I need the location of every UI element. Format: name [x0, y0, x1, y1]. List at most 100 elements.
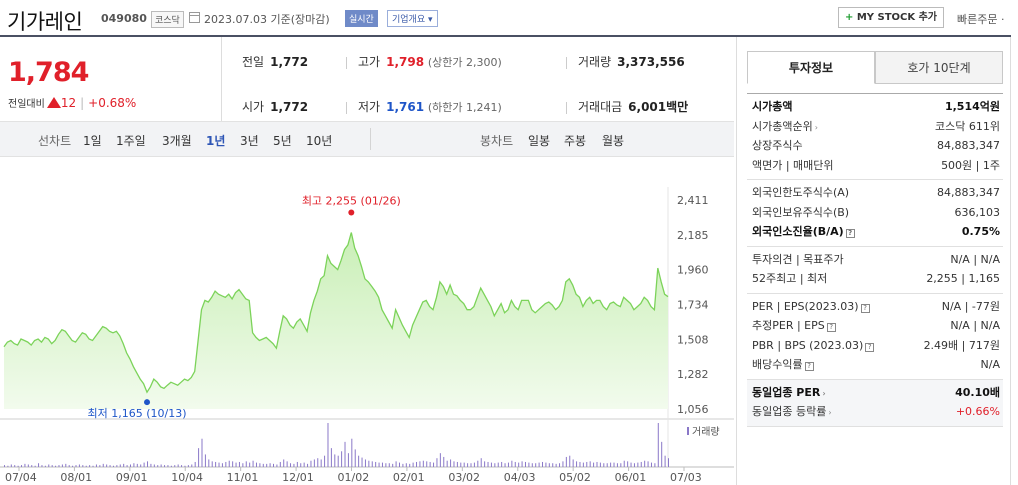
info-value: N/A: [980, 358, 1000, 371]
volume-bar: [504, 463, 506, 467]
volume-bar: [109, 465, 111, 467]
volume-bar: [116, 465, 118, 467]
volume-bar: [433, 462, 435, 467]
volume-bar: [198, 448, 200, 467]
info-key: 외국인보유주식수(B): [752, 205, 850, 219]
arrow-icon: ›: [814, 122, 818, 132]
x-tick-label: 04/03: [504, 471, 536, 484]
volume-bar: [317, 458, 319, 467]
volume-bar: [112, 465, 114, 467]
tab-orderbook-10[interactable]: 호가 10단계: [875, 51, 1003, 84]
volume-bar: [640, 461, 642, 467]
volume-bar: [484, 461, 486, 467]
info-key[interactable]: 동일업종 PER ›: [752, 385, 826, 399]
info-group: PER | EPS(2023.03)? N/A | -77원 추정PER | EPS…: [747, 294, 1003, 380]
volume-bar: [208, 459, 210, 467]
header-divider: [0, 35, 1011, 37]
volume-bar: [147, 461, 149, 467]
volume-bar: [55, 465, 57, 467]
volume-bar: [545, 462, 547, 467]
volume-bar: [518, 462, 520, 467]
volume-bar: [276, 464, 278, 467]
x-tick-label: 06/01: [615, 471, 647, 484]
info-key: 투자의견 | 목표주가: [752, 252, 844, 266]
volume-bar: [528, 462, 530, 467]
volume-bar: [644, 460, 646, 467]
x-tick-label: 07/03: [670, 471, 702, 484]
candle-2[interactable]: 월봉: [602, 134, 625, 148]
low-price: 저가 1,761 (하한가 1,241): [358, 100, 502, 114]
period-5[interactable]: 5년: [273, 134, 292, 148]
info-key[interactable]: 동일업종 등락률 ›: [752, 405, 832, 418]
volume-bar: [463, 462, 465, 467]
volume-bar: [436, 458, 438, 467]
info-key: 외국인소진율(B/A)?: [752, 222, 855, 242]
x-tick-label: 08/01: [60, 471, 92, 484]
volume-bar: [409, 463, 411, 467]
volume-bar: [174, 465, 176, 467]
help-icon[interactable]: ?: [845, 229, 855, 238]
quick-order-link[interactable]: 빠른주문 ·: [957, 13, 1005, 26]
volume-bar: [7, 465, 9, 467]
period-0[interactable]: 1일: [83, 134, 102, 148]
info-value: +0.66%: [955, 405, 1000, 418]
volume-bar: [262, 463, 264, 467]
y-tick-label: 1,508: [677, 333, 709, 346]
base-date: 2023.07.03 기준(장마감): [204, 13, 330, 26]
volume-bar: [310, 460, 312, 467]
help-icon[interactable]: ?: [865, 342, 875, 352]
volume-bar: [627, 461, 629, 467]
volume-bar: [385, 463, 387, 467]
info-row: 배당수익률? N/A: [747, 355, 1003, 375]
candle-0[interactable]: 일봉: [528, 134, 551, 148]
period-6[interactable]: 10년: [306, 134, 333, 148]
period-3[interactable]: 1년: [206, 134, 226, 148]
info-key[interactable]: 시가총액순위 ›: [752, 119, 818, 133]
period-1[interactable]: 1주일: [116, 134, 146, 148]
volume-bar: [65, 463, 67, 467]
stock-code: 049080: [101, 12, 147, 25]
x-tick-label: 03/02: [448, 471, 480, 484]
y-tick-label: 1,282: [677, 368, 709, 381]
tab-investment-info[interactable]: 투자정보: [747, 51, 875, 84]
volume-bar: [255, 462, 257, 467]
realtime-button[interactable]: 실시간: [345, 10, 378, 27]
open-price: 시가 1,772: [242, 100, 309, 114]
info-group: 동일업종 PER › 40.10배 동일업종 등락률 › +0.66%: [747, 379, 1003, 427]
volume-bar: [269, 463, 271, 467]
period-2[interactable]: 3개월: [162, 134, 192, 148]
volume-bar: [157, 465, 159, 467]
period-4[interactable]: 3년: [240, 134, 259, 148]
volume-bar: [249, 462, 251, 467]
volume-bar: [4, 465, 5, 467]
arrow-icon: ›: [828, 408, 832, 417]
volume-bar: [487, 461, 489, 467]
volume-bar: [610, 462, 612, 467]
volume-bar: [630, 462, 632, 467]
volume-bar: [78, 464, 80, 467]
volume-bar: [75, 465, 77, 467]
candle-1[interactable]: 주봉: [564, 134, 587, 148]
x-tick-label: 09/01: [116, 471, 148, 484]
help-icon[interactable]: ?: [804, 362, 814, 371]
my-stock-add-button[interactable]: + MY STOCK 추가: [838, 7, 944, 28]
volume: 거래량 3,373,556: [578, 55, 685, 69]
stock-header: 기가레인 049080 코스닥 2023.07.03 기준(장마감) 실시간 기…: [0, 0, 1018, 36]
stock-name: 기가레인: [7, 10, 83, 34]
help-icon[interactable]: ?: [826, 323, 836, 332]
x-tick-label: 02/01: [393, 471, 425, 484]
volume-bar: [238, 461, 240, 467]
company-overview-dropdown[interactable]: 기업개요 ▾: [387, 10, 438, 27]
info-group: 투자의견 | 목표주가 N/A | N/A 52주최고 | 최저 2,255 | 1,…: [747, 247, 1003, 294]
volume-bar: [657, 423, 659, 467]
volume-bar: [99, 465, 101, 467]
x-tick-label: 01/02: [338, 471, 370, 484]
info-value: 84,883,347: [937, 139, 1000, 152]
info-key: PBR | BPS (2023.03)?: [752, 336, 875, 356]
change-label: 전일대비: [8, 99, 45, 110]
help-icon[interactable]: ?: [860, 303, 870, 313]
info-value: 84,883,347: [937, 186, 1000, 199]
info-key: 상장주식수: [752, 139, 803, 152]
volume-bar: [320, 459, 322, 467]
up-triangle-icon: [46, 97, 61, 108]
